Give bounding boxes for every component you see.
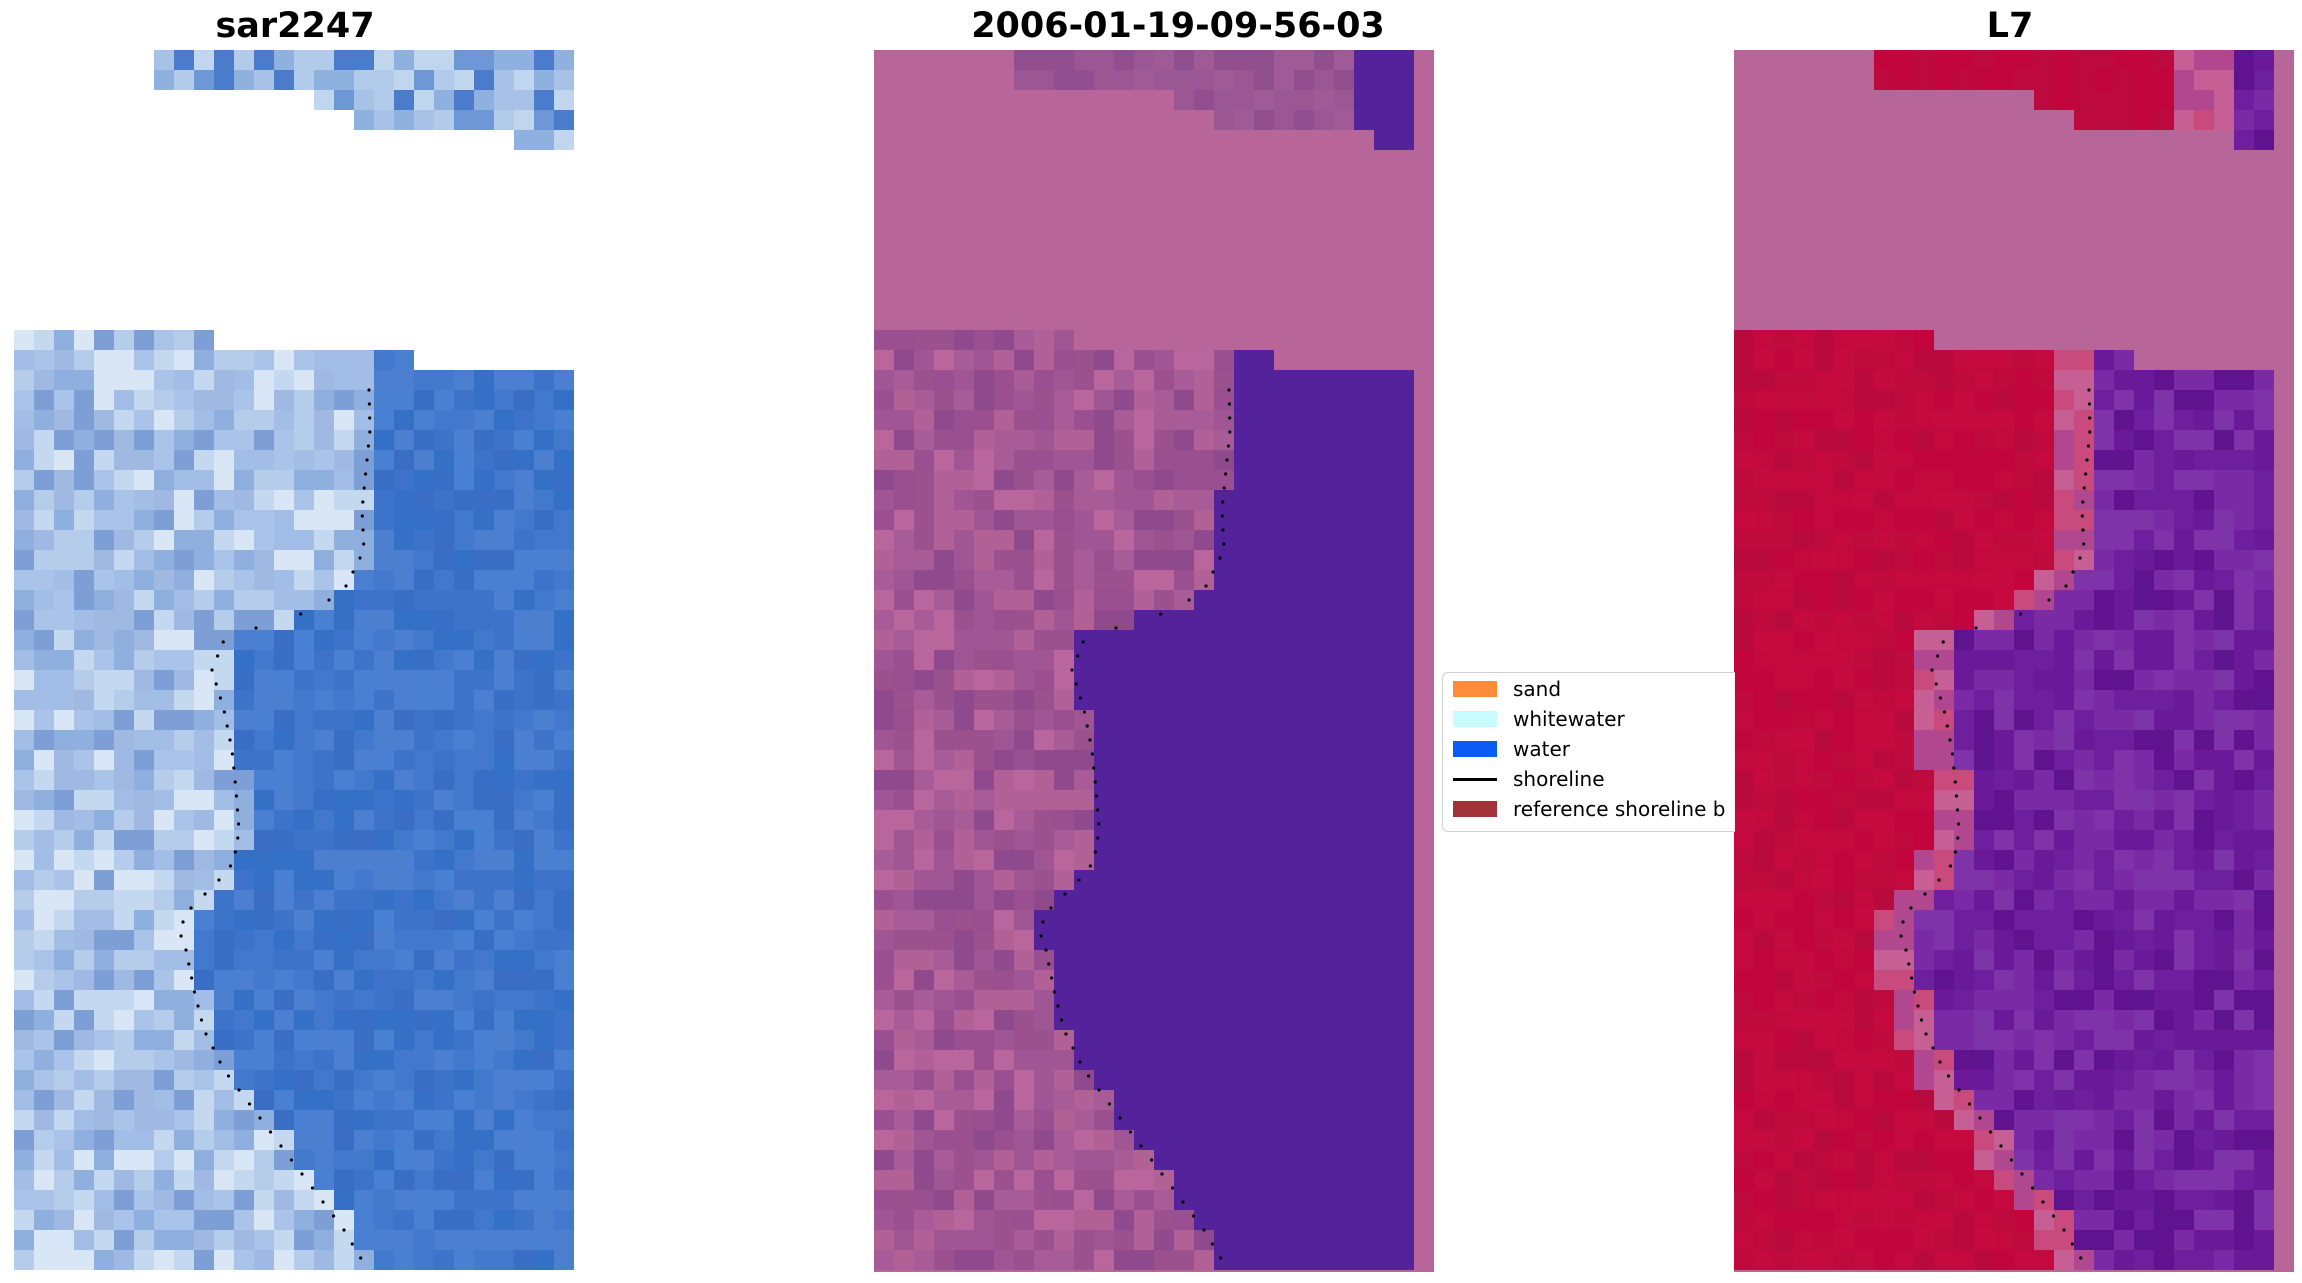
legend-label-shoreline: shoreline bbox=[1513, 767, 1605, 791]
sar-top-pixel bbox=[554, 70, 574, 90]
sar-top-pixel bbox=[374, 50, 394, 70]
sar-top-pixel bbox=[494, 70, 514, 90]
legend-item-sand: sand bbox=[1453, 675, 1561, 703]
sar-top-pixel bbox=[314, 90, 334, 110]
sar-top-pixel bbox=[254, 50, 274, 70]
water-swatch bbox=[1453, 741, 1497, 757]
sar-top-pixel bbox=[314, 50, 334, 70]
sar-top-pixel bbox=[394, 70, 414, 90]
sar-top-pixel bbox=[534, 110, 554, 130]
sar-top-pixel bbox=[414, 110, 434, 130]
sar-top-pixel bbox=[554, 90, 574, 110]
sar-top-pixel bbox=[154, 50, 174, 70]
sar-top-pixel bbox=[354, 50, 374, 70]
sar-top-pixel bbox=[514, 110, 534, 130]
sar-top-pixel bbox=[294, 70, 314, 90]
sar-top-pixel bbox=[394, 110, 414, 130]
sar-top-pixel bbox=[554, 50, 574, 70]
sar-top-pixel bbox=[374, 70, 394, 90]
sar-top-pixel bbox=[454, 110, 474, 130]
sar-top-pixel bbox=[514, 90, 534, 110]
sar-top-pixel bbox=[454, 90, 474, 110]
panel-title-l7: L7 bbox=[1986, 6, 2034, 46]
sar-top-pixel bbox=[374, 90, 394, 110]
sar-top-pixel bbox=[494, 110, 514, 130]
sar-top-pixel bbox=[494, 90, 514, 110]
panel-title-date: 2006-01-19-09-56-03 bbox=[971, 6, 1385, 46]
sar-top-pixel bbox=[274, 50, 294, 70]
sar-top-pixel bbox=[354, 90, 374, 110]
sar-top-pixel bbox=[434, 90, 454, 110]
sar-top-pixel bbox=[354, 70, 374, 90]
classified-image-panel bbox=[874, 50, 1434, 1272]
whitewater-swatch bbox=[1453, 711, 1497, 727]
sar-top-pixel bbox=[334, 50, 354, 70]
sar-top-pixel bbox=[414, 90, 434, 110]
sar-image-panel bbox=[14, 50, 574, 1270]
sar-top-pixel bbox=[214, 50, 234, 70]
sar-top-pixel bbox=[474, 50, 494, 70]
sar-top-pixel bbox=[394, 50, 414, 70]
sar-top-pixel bbox=[554, 110, 574, 130]
l7-image-panel bbox=[1734, 50, 2294, 1272]
sar-top-pixel bbox=[254, 70, 274, 90]
sar-top-pixel bbox=[474, 110, 494, 130]
legend-label-sand: sand bbox=[1513, 677, 1562, 701]
sar-top-pixel bbox=[434, 110, 454, 130]
sand-swatch bbox=[1453, 681, 1497, 697]
sar-top-pixel bbox=[514, 130, 534, 150]
sar-top-pixel bbox=[474, 90, 494, 110]
sar-top-pixel bbox=[234, 50, 254, 70]
sar-top-pixel bbox=[434, 70, 454, 90]
shoreline-line-icon bbox=[1453, 777, 1497, 781]
sar-top-pixel bbox=[454, 50, 474, 70]
sar-top-pixel bbox=[494, 50, 514, 70]
sar-top-pixel bbox=[514, 70, 534, 90]
sar-top-pixel bbox=[334, 90, 354, 110]
sar-top-pixel bbox=[414, 50, 434, 70]
sar-top-pixel bbox=[394, 90, 414, 110]
sar-top-pixel bbox=[474, 70, 494, 90]
sar-top-pixel bbox=[214, 70, 234, 90]
sar-top-pixel bbox=[534, 70, 554, 90]
sar-top-pixel bbox=[534, 90, 554, 110]
sar-top-pixel bbox=[294, 50, 314, 70]
sar-top-pixel bbox=[334, 70, 354, 90]
sar-top-pixel bbox=[174, 70, 194, 90]
legend-item-whitewater: whitewater bbox=[1453, 705, 1625, 733]
sar-top-pixel bbox=[274, 70, 294, 90]
sar-top-pixel bbox=[174, 50, 194, 70]
sar-top-pixel bbox=[354, 110, 374, 130]
sar-top-pixel bbox=[194, 70, 214, 90]
legend-item-reference-shoreline: reference shoreline b bbox=[1453, 795, 1725, 823]
shoreline-dots bbox=[1039, 388, 1232, 1260]
sar-top-pixel bbox=[534, 130, 554, 150]
sar-top-pixel bbox=[314, 70, 334, 90]
sar-top-pixel bbox=[414, 70, 434, 90]
sar-top-pixel bbox=[374, 110, 394, 130]
reference-shoreline-swatch bbox=[1453, 801, 1497, 817]
sar-top-pixel bbox=[194, 50, 214, 70]
panel-title-sar: sar2247 bbox=[215, 6, 375, 46]
shoreline-dots bbox=[1899, 388, 2092, 1260]
legend-label-reference-shoreline: reference shoreline b bbox=[1513, 797, 1726, 821]
legend-item-shoreline: shoreline bbox=[1453, 765, 1605, 793]
legend-item-water: water bbox=[1453, 735, 1570, 763]
sar-top-pixel bbox=[554, 130, 574, 150]
sar-top-pixel bbox=[234, 70, 254, 90]
sar-top-pixel bbox=[434, 50, 454, 70]
legend: sand whitewater water shoreline referenc… bbox=[1442, 672, 1735, 832]
shoreline-dots bbox=[179, 388, 372, 1260]
legend-label-whitewater: whitewater bbox=[1513, 707, 1625, 731]
legend-label-water: water bbox=[1513, 737, 1570, 761]
sar-top-pixel bbox=[154, 70, 174, 90]
sar-top-pixel bbox=[514, 50, 534, 70]
sar-top-pixel bbox=[534, 50, 554, 70]
sar-top-pixel bbox=[454, 70, 474, 90]
